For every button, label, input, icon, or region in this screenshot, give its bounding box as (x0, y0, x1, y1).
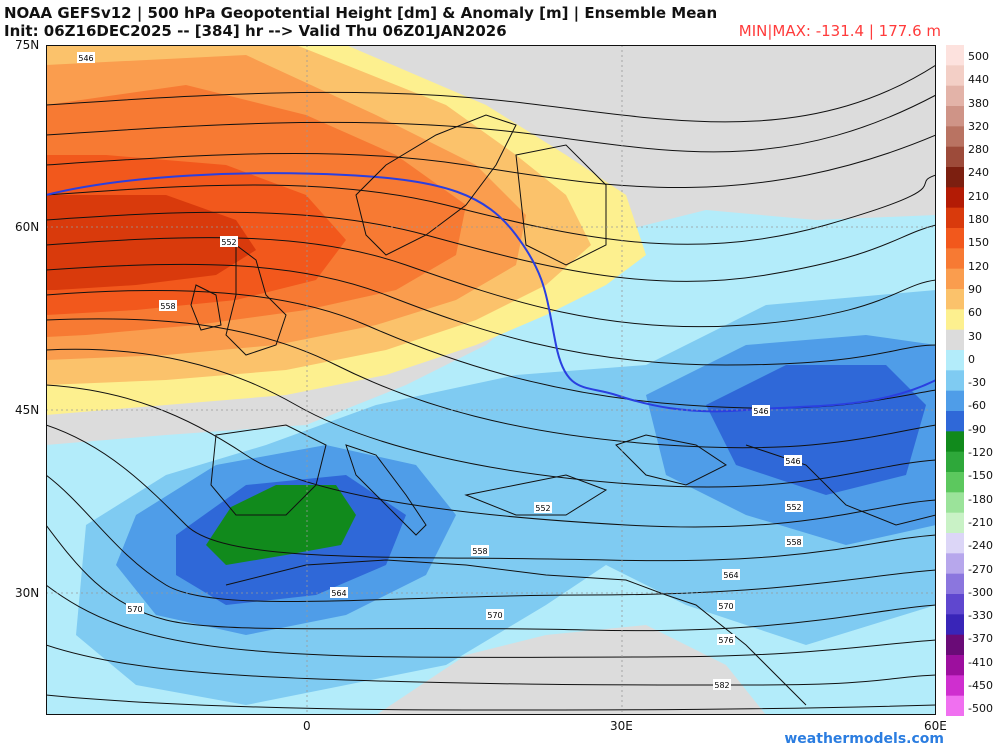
colorbar-level-label: 30 (968, 329, 982, 343)
colorbar-swatch (946, 248, 964, 270)
contour-label: 570 (487, 611, 502, 620)
map-subtitle: Init: 06Z16DEC2025 -- [384] hr --> Valid… (4, 22, 507, 40)
lat-label-45n: 45N (15, 403, 40, 417)
colorbar-level-label: 60 (968, 306, 982, 320)
colorbar-level-label: 210 (968, 189, 989, 203)
colorbar-level-label: 90 (968, 282, 982, 296)
colorbar-level-label: -410 (968, 655, 993, 669)
contour-label: 558 (472, 547, 487, 556)
colorbar-swatch (946, 207, 964, 229)
anomaly-map: 552 558 546 546 552 552 558 558 564 564 … (46, 45, 936, 715)
contour-label: 546 (753, 407, 768, 416)
colorbar-swatch (946, 411, 964, 432)
anomaly-colorbar (946, 45, 964, 716)
colorbar-level-label: -210 (968, 515, 993, 529)
contour-label: 576 (718, 636, 733, 645)
map-title: NOAA GEFSv12 | 500 hPa Geopotential Heig… (4, 4, 718, 22)
colorbar-swatch (946, 573, 964, 595)
colorbar-level-label: 500 (968, 50, 989, 63)
colorbar-swatch (946, 146, 964, 168)
contour-label: 558 (786, 538, 801, 547)
lon-label-60e: 60E (924, 719, 947, 733)
graticule (46, 45, 936, 715)
colorbar-swatch (946, 472, 964, 493)
map-frame (46, 45, 936, 715)
contour-label: 570 (127, 605, 142, 614)
contour-label: 552 (221, 238, 236, 247)
lat-label-60n: 60N (15, 220, 40, 234)
colorbar-level-label: 180 (968, 213, 989, 227)
colorbar-level-label: -370 (968, 632, 993, 646)
colorbar-level-label: 0 (968, 352, 975, 366)
min-max-readout: MIN|MAX: -131.4 | 177.6 m (738, 22, 941, 40)
colorbar-swatch (946, 553, 964, 575)
colorbar-level-label: -180 (968, 492, 993, 506)
colorbar-level-label: 120 (968, 259, 989, 273)
colorbar-swatch (946, 65, 964, 87)
colorbar-swatch (946, 85, 964, 107)
colorbar-level-label: -30 (968, 376, 986, 390)
colorbar-swatch (946, 512, 964, 534)
colorbar-level-label: 150 (968, 236, 989, 250)
colorbar-swatch (946, 695, 964, 716)
colorbar-swatch (946, 655, 964, 676)
anomaly-minus90-east (706, 365, 926, 495)
colorbar-swatch (946, 533, 964, 554)
colorbar-swatch (946, 289, 964, 310)
colorbar-swatch (946, 329, 964, 351)
colorbar-level-label: -240 (968, 539, 993, 553)
colorbar-level-label: 380 (968, 96, 989, 110)
colorbar-swatch (946, 106, 964, 127)
colorbar-level-label: -330 (968, 609, 993, 623)
colorbar-swatch (946, 675, 964, 697)
colorbar-swatch (946, 451, 964, 473)
colorbar-swatch (946, 309, 964, 331)
colorbar-level-label: -450 (968, 679, 993, 693)
colorbar-swatch (946, 228, 964, 249)
anomaly-zero-band-south (376, 625, 766, 715)
colorbar-level-label: 320 (968, 119, 989, 133)
contour-label: 552 (786, 503, 801, 512)
colorbar-swatch (946, 594, 964, 615)
colorbar-swatch (946, 45, 964, 66)
colorbar-level-label: -150 (968, 469, 993, 483)
colorbar-swatch (946, 390, 964, 412)
contour-labels: 552 558 546 546 552 552 558 558 564 564 … (77, 52, 803, 690)
colorbar-level-label: -90 (968, 422, 986, 436)
colorbar-swatch (946, 126, 964, 148)
colorbar-level-label: 440 (968, 73, 989, 87)
contour-label: 552 (535, 504, 550, 513)
contour-label: 564 (331, 589, 346, 598)
colorbar-swatch (946, 350, 964, 371)
lat-label-75n: 75N (15, 38, 40, 52)
contour-label: 546 (78, 54, 93, 63)
contour-label: 582 (714, 681, 729, 690)
colorbar-swatch (946, 431, 964, 453)
colorbar-level-label: -500 (968, 702, 993, 716)
colorbar-swatch (946, 370, 964, 392)
colorbar-level-label: -120 (968, 446, 993, 460)
lon-label-30e: 30E (610, 719, 633, 733)
colorbar-swatch (946, 187, 964, 209)
colorbar-swatch (946, 634, 964, 656)
colorbar-swatch (946, 167, 964, 188)
contour-label: 570 (718, 602, 733, 611)
credit-link[interactable]: weathermodels.com (784, 731, 944, 747)
colorbar-level-label: -300 (968, 585, 993, 599)
contour-label: 564 (723, 571, 738, 580)
contour-label: 558 (160, 302, 175, 311)
colorbar-level-label: -270 (968, 562, 993, 576)
colorbar-swatch (946, 268, 964, 290)
colorbar-level-label: -60 (968, 399, 986, 413)
lat-label-30n: 30N (15, 586, 40, 600)
anomaly-180-area (46, 195, 256, 290)
contour-label: 546 (785, 457, 800, 466)
lon-label-0: 0 (303, 719, 311, 733)
colorbar-swatch (946, 614, 964, 636)
colorbar-level-label: 240 (968, 166, 989, 180)
colorbar-level-label: 280 (968, 143, 989, 157)
colorbar-swatch (946, 492, 964, 514)
anomaly-minus120-area (206, 485, 356, 565)
